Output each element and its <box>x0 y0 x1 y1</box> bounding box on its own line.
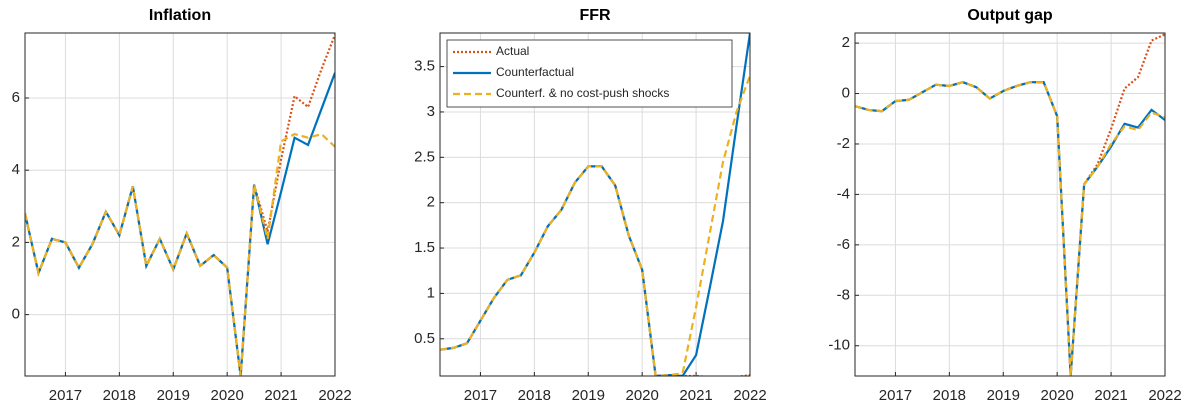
y-tick-label: 3 <box>427 103 435 120</box>
y-tick-label: 2 <box>427 194 435 211</box>
legend-label: Counterfactual <box>496 65 574 79</box>
x-tick-label: 2019 <box>157 387 190 404</box>
x-tick-label: 2021 <box>679 387 712 404</box>
axes-box <box>24 32 336 377</box>
axes-box <box>439 32 751 377</box>
x-tick-label: 2022 <box>1148 387 1181 404</box>
x-tick-label: 2017 <box>879 387 912 404</box>
x-tick-label: 2018 <box>933 387 966 404</box>
y-tick-label: 4 <box>12 161 20 178</box>
series-line <box>25 132 335 376</box>
y-tick-label: 2 <box>12 233 20 250</box>
axes-box <box>854 32 1166 377</box>
y-tick-label: 0 <box>12 306 20 323</box>
x-tick-label: 2019 <box>572 387 605 404</box>
x-tick-label: 2022 <box>318 387 351 404</box>
series-line <box>25 72 335 376</box>
x-tick-label: 2018 <box>518 387 551 404</box>
y-tick-label: 6 <box>12 89 20 106</box>
series-line <box>855 33 1165 376</box>
x-tick-label: 2018 <box>103 387 136 404</box>
x-tick-label: 2019 <box>987 387 1020 404</box>
series-line <box>855 81 1165 376</box>
x-tick-label: 2021 <box>1094 387 1127 404</box>
y-tick-label: -8 <box>837 286 850 303</box>
y-tick-label: -2 <box>837 135 850 152</box>
series-line <box>440 75 750 376</box>
legend: Actual Counterfactual Counterf. & no cost-… <box>446 39 733 108</box>
chart-title: Output gap <box>967 7 1053 24</box>
subplot: Output gap 2017 2018 2019 2020 2021 2022 -10 -8 -… <box>828 7 1181 404</box>
y-tick-label: -6 <box>837 236 850 253</box>
y-tick-label: 0.5 <box>414 330 435 347</box>
chart-title: FFR <box>579 7 611 24</box>
y-tick-label: 1 <box>427 284 435 301</box>
y-tick-label: 2.5 <box>414 148 435 165</box>
y-tick-label: 2 <box>842 34 850 51</box>
legend-label: Actual <box>496 44 529 58</box>
subplot: Inflation 2017 2018 2019 2020 2021 2022 0 2 4 6 <box>12 7 352 404</box>
y-tick-label: 0 <box>842 84 850 101</box>
legend-box <box>446 39 733 108</box>
series-line <box>440 33 750 376</box>
y-tick-label: -4 <box>837 185 850 202</box>
subplot: FFR 2017 2018 2019 2020 2021 2022 0.5 1 1.5 2 2.5 3 3… <box>414 7 767 404</box>
y-tick-label: 1.5 <box>414 239 435 256</box>
x-tick-label: 2020 <box>210 387 243 404</box>
x-tick-label: 2017 <box>49 387 82 404</box>
y-tick-label: 3.5 <box>414 58 435 75</box>
x-tick-label: 2017 <box>464 387 497 404</box>
x-tick-label: 2020 <box>625 387 658 404</box>
series-line <box>855 81 1165 376</box>
x-tick-label: 2021 <box>264 387 297 404</box>
y-tick-label: -10 <box>828 337 850 354</box>
series-line <box>25 34 335 376</box>
legend-label: Counterf. & no cost-push shocks <box>496 86 669 100</box>
chart-title: Inflation <box>149 7 211 24</box>
x-tick-label: 2020 <box>1040 387 1073 404</box>
x-tick-label: 2022 <box>733 387 766 404</box>
